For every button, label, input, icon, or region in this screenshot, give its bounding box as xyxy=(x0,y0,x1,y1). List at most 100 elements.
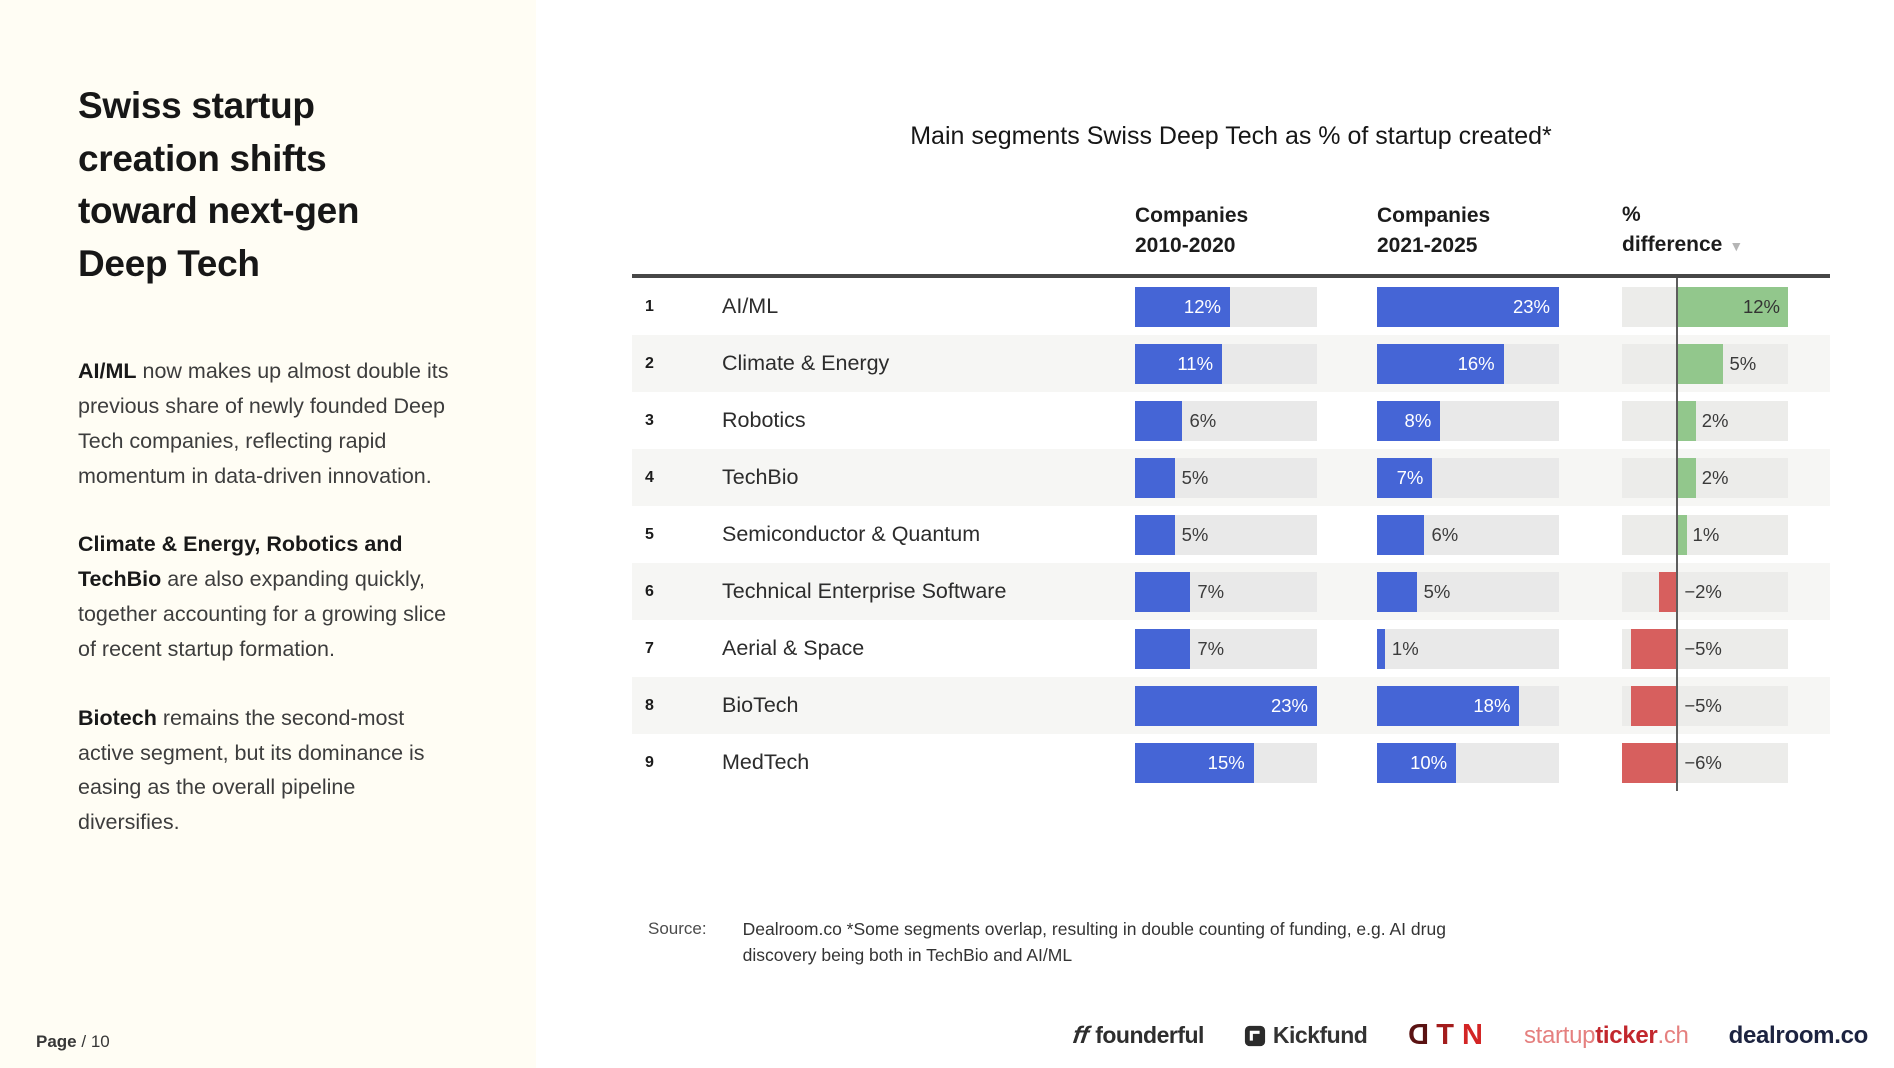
diff-value-label: 2% xyxy=(1701,466,1729,488)
bar-value-label: 15% xyxy=(1207,751,1245,773)
diff-zero-axis xyxy=(1676,278,1679,335)
diff-value-label: −5% xyxy=(1684,637,1722,659)
diff-bar xyxy=(1631,628,1678,669)
bar-value-label: 18% xyxy=(1473,694,1511,716)
diff-value-label: 5% xyxy=(1729,352,1757,374)
diff-zero-axis xyxy=(1676,677,1679,734)
diff-bar xyxy=(1631,685,1678,726)
bar-2021-2025 xyxy=(1377,286,1559,327)
bar-value-label: 12% xyxy=(1183,295,1221,317)
chart-title: Main segments Swiss Deep Tech as % of st… xyxy=(910,122,1552,150)
segment-name: Climate & Energy xyxy=(722,351,890,375)
sort-descending-icon[interactable]: ▼ xyxy=(1729,238,1744,254)
bar-2021-2025 xyxy=(1377,571,1417,612)
column-header-2010-2020: Companies 2010-2020 xyxy=(1135,204,1249,257)
diff-value-label: 12% xyxy=(1742,295,1780,317)
diff-track: 12% xyxy=(1622,278,1788,335)
column-header-2021-2025: Companies 2021-2025 xyxy=(1377,204,1491,257)
paragraph-text: are also expanding quickly, together acc… xyxy=(78,567,447,661)
bar-2021-2025 xyxy=(1377,628,1385,669)
table-row: 2 Climate & Energy 11% 16% 5% xyxy=(632,335,1830,392)
deeptech-segments-table: Companies 2010-2020 Companies 2021-2025 … xyxy=(632,200,1830,791)
bar-value-label: 5% xyxy=(1181,466,1209,488)
diff-zero-axis xyxy=(1676,620,1679,677)
source-note: Source: Dealroom.co *Some segments overl… xyxy=(648,916,1485,969)
bar-value-label: 10% xyxy=(1410,751,1448,773)
diff-value-label: −6% xyxy=(1684,751,1722,773)
bar-track-2010-2020: 5% xyxy=(1135,457,1317,498)
content-area: Main segments Swiss Deep Tech as % of st… xyxy=(536,0,1894,1068)
bar-value-label: 16% xyxy=(1457,352,1495,374)
diff-bar xyxy=(1658,571,1678,612)
segment-name: Technical Enterprise Software xyxy=(722,579,1007,603)
kickfund-logo: Kickfund xyxy=(1244,1022,1368,1049)
bar-track-2021-2025: 8% xyxy=(1377,400,1559,441)
bar-2010-2020 xyxy=(1135,343,1223,384)
bar-track-2021-2025: 16% xyxy=(1377,343,1559,384)
diff-zero-axis xyxy=(1676,506,1679,563)
segment-name: TechBio xyxy=(722,465,799,489)
row-number: 3 xyxy=(645,411,654,429)
diff-value-label: −5% xyxy=(1684,694,1722,716)
segment-name: AI/ML xyxy=(722,294,779,318)
bar-2010-2020 xyxy=(1135,286,1230,327)
diff-zero-axis xyxy=(1676,734,1679,791)
bar-track-2021-2025: 10% xyxy=(1377,742,1559,783)
dtn-logo: D T N xyxy=(1407,1019,1484,1051)
bar-track-2010-2020: 12% xyxy=(1135,286,1317,327)
diff-bar xyxy=(1677,514,1687,555)
diff-track: 2% xyxy=(1622,392,1788,449)
bar-value-label: 6% xyxy=(1189,409,1217,431)
diff-zero-axis xyxy=(1676,449,1679,506)
table-body: 1 AI/ML 12% 23% 12% 2 Climate & Energy 11% 16% 5%… xyxy=(632,278,1830,791)
bar-2021-2025 xyxy=(1377,343,1504,384)
diff-bar xyxy=(1677,400,1696,441)
row-number: 4 xyxy=(645,468,654,486)
page-number-value: / 10 xyxy=(81,1032,110,1051)
founderful-icon: ff xyxy=(1070,1021,1091,1049)
diff-bar xyxy=(1677,343,1724,384)
bar-value-label: 7% xyxy=(1197,580,1225,602)
paragraph-text: remains the second-most active segment, … xyxy=(78,705,425,835)
bar-track-2021-2025: 18% xyxy=(1377,685,1559,726)
paragraph-lead-bold: AI/ML xyxy=(78,359,137,384)
segment-name: Semiconductor & Quantum xyxy=(722,522,981,546)
sidebar: Swiss startup creation shifts toward nex… xyxy=(0,0,536,1068)
diff-track: −5% xyxy=(1622,620,1788,677)
paragraph-lead-bold: Climate & Energy, Robotics and TechBio xyxy=(78,532,403,592)
diff-zero-axis xyxy=(1676,563,1679,620)
bar-value-label: 7% xyxy=(1396,466,1424,488)
bar-2021-2025 xyxy=(1377,685,1520,726)
diff-track: −5% xyxy=(1622,677,1788,734)
bar-2010-2020 xyxy=(1135,685,1317,726)
segment-name: MedTech xyxy=(722,750,810,774)
startupticker-logo: startupticker.ch xyxy=(1523,1021,1689,1049)
diff-track: 5% xyxy=(1622,335,1788,392)
bar-track-2010-2020: 7% xyxy=(1135,571,1317,612)
bar-track-2010-2020: 23% xyxy=(1135,685,1317,726)
bar-2021-2025 xyxy=(1377,514,1425,555)
sidebar-paragraph-biotech: Biotech remains the second-most active s… xyxy=(78,701,456,840)
segment-name: Robotics xyxy=(722,408,806,432)
bar-track-2021-2025: 5% xyxy=(1377,571,1559,612)
bar-value-label: 23% xyxy=(1512,295,1550,317)
row-number: 1 xyxy=(645,297,654,315)
sidebar-paragraph-aiml: AI/ML now makes up almost double its pre… xyxy=(78,354,456,493)
dealroom-logo: dealroom.co xyxy=(1728,1021,1869,1049)
bar-2010-2020 xyxy=(1135,571,1191,612)
row-number: 7 xyxy=(645,639,654,657)
row-number: 2 xyxy=(645,354,654,372)
paragraph-text: now makes up almost double its previous … xyxy=(78,359,449,488)
table-row: 9 MedTech 15% 10% −6% xyxy=(632,734,1830,791)
diff-track: −2% xyxy=(1622,563,1788,620)
segment-name: BioTech xyxy=(722,693,799,717)
diff-track: −6% xyxy=(1622,734,1788,791)
bar-2021-2025 xyxy=(1377,457,1433,498)
bar-value-label: 8% xyxy=(1404,409,1432,431)
page-number-label: Page xyxy=(36,1032,77,1051)
row-number: 8 xyxy=(645,696,654,714)
bar-2010-2020 xyxy=(1135,742,1254,783)
bar-value-label: 6% xyxy=(1431,523,1459,545)
diff-track: 2% xyxy=(1622,449,1788,506)
bar-track-2021-2025: 7% xyxy=(1377,457,1559,498)
